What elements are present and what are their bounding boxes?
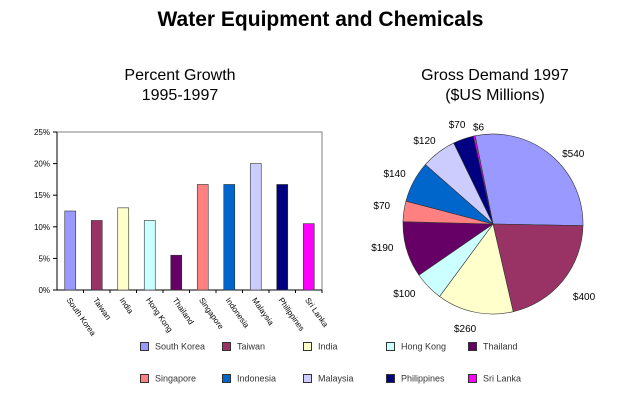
bar-hong-kong (143, 220, 156, 291)
legend-item: Indonesia (222, 373, 276, 385)
y-tick-label: 5% (38, 254, 50, 263)
legend-swatch (386, 374, 395, 384)
legend-item: Sri Lanka (468, 373, 521, 385)
legend-item: India (303, 341, 338, 353)
pie-label: $70 (449, 120, 466, 131)
y-tick-label: 0% (38, 286, 50, 295)
pie-slice-sri-lanka (473, 135, 494, 225)
y-tick-label: 15% (34, 191, 50, 200)
legend-label: Philippines (401, 373, 445, 384)
main-title: Water Equipment and Chemicals (157, 8, 484, 31)
legend-label: South Korea (155, 341, 206, 352)
legend-swatch (386, 342, 395, 352)
legend-label: Hong Kong (401, 341, 447, 352)
pie-slice-south-korea (474, 133, 584, 226)
pie-label: $190 (371, 243, 394, 254)
pie-label: $100 (393, 289, 416, 300)
legend-swatch (303, 342, 312, 352)
legend-label: Thailand (483, 341, 518, 352)
pie-slice-india (439, 223, 514, 315)
legend-item: Thailand (468, 341, 518, 353)
legend-label: Taiwan (237, 341, 266, 352)
legend-swatch (468, 342, 477, 352)
legend-swatch (468, 374, 477, 384)
bar-south-korea (64, 210, 77, 291)
legend-label: Indonesia (237, 373, 277, 384)
y-tick-label: 25% (34, 128, 50, 137)
legend-label: Sri Lanka (483, 373, 522, 384)
pie-label: $120 (413, 136, 436, 147)
pie-label: $6 (473, 122, 485, 133)
legend-label: India (318, 341, 338, 352)
pie-chart-title: Gross Demand 1997 ($US Millions) (421, 67, 569, 104)
legend-swatch (222, 342, 231, 352)
bar-taiwan (90, 220, 103, 291)
bar-india (117, 207, 130, 291)
legend-swatch (303, 374, 312, 384)
legend-item: Taiwan (222, 341, 265, 353)
legend-item: Malaysia (303, 373, 354, 385)
pie-label: $140 (383, 169, 406, 180)
bar-chart-title: Percent Growth 1995-1997 (124, 67, 236, 104)
pie-label: $540 (562, 149, 585, 160)
pie-label: $400 (573, 292, 596, 303)
bar-sri-lanka (302, 223, 315, 291)
legend-label: Singapore (155, 373, 197, 384)
bar-singapore (196, 184, 209, 291)
pie-label: $260 (454, 324, 477, 335)
y-tick-label: 20% (34, 160, 50, 169)
legend-label: Malaysia (318, 373, 354, 384)
legend-item: Philippines (386, 373, 445, 385)
bar-indonesia (223, 184, 236, 291)
y-tick-label: 10% (34, 223, 50, 232)
bar-philippines (276, 184, 289, 291)
bar-malaysia (249, 163, 262, 291)
legend-swatch (140, 342, 149, 352)
pie-label: $70 (373, 201, 390, 212)
bar-thailand (170, 254, 183, 291)
legend-item: Singapore (140, 373, 196, 385)
legend-item: Hong Kong (386, 341, 446, 353)
legend-swatch (222, 374, 231, 384)
pie-slice-taiwan (492, 223, 584, 313)
legend-item: South Korea (140, 341, 205, 353)
legend-swatch (140, 374, 149, 384)
